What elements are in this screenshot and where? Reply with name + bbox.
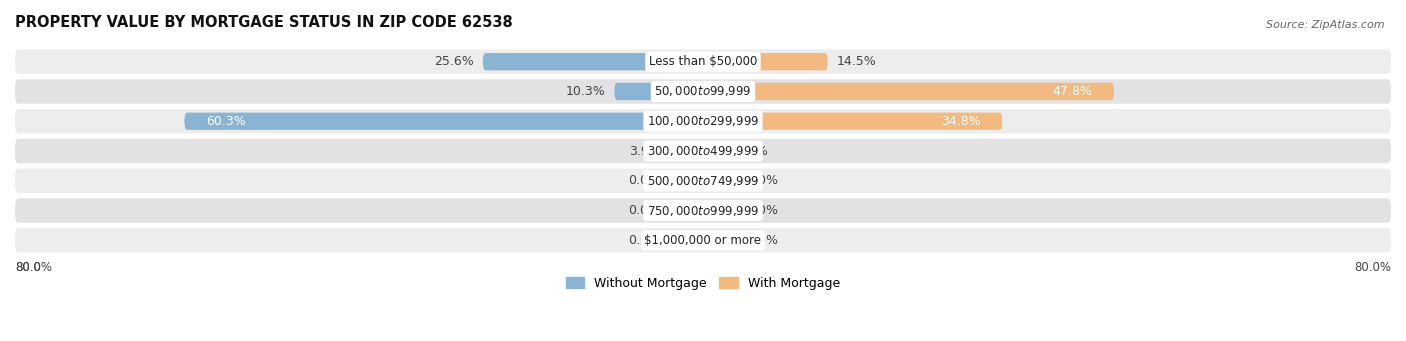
Text: 0.0%: 0.0% bbox=[628, 174, 659, 187]
Text: 14.5%: 14.5% bbox=[837, 55, 876, 68]
FancyBboxPatch shape bbox=[669, 202, 703, 219]
FancyBboxPatch shape bbox=[15, 198, 1391, 223]
FancyBboxPatch shape bbox=[703, 232, 737, 249]
Text: PROPERTY VALUE BY MORTGAGE STATUS IN ZIP CODE 62538: PROPERTY VALUE BY MORTGAGE STATUS IN ZIP… bbox=[15, 15, 513, 30]
FancyBboxPatch shape bbox=[15, 109, 1391, 133]
Text: 25.6%: 25.6% bbox=[434, 55, 474, 68]
FancyBboxPatch shape bbox=[669, 232, 703, 249]
Text: $50,000 to $99,999: $50,000 to $99,999 bbox=[654, 85, 752, 99]
Legend: Without Mortgage, With Mortgage: Without Mortgage, With Mortgage bbox=[561, 271, 845, 295]
FancyBboxPatch shape bbox=[15, 139, 1391, 163]
FancyBboxPatch shape bbox=[614, 83, 703, 100]
Text: $100,000 to $299,999: $100,000 to $299,999 bbox=[647, 114, 759, 128]
FancyBboxPatch shape bbox=[703, 172, 737, 189]
FancyBboxPatch shape bbox=[669, 172, 703, 189]
Text: 0.0%: 0.0% bbox=[628, 204, 659, 217]
FancyBboxPatch shape bbox=[703, 143, 728, 160]
Text: 60.3%: 60.3% bbox=[205, 115, 246, 128]
Text: $1,000,000 or more: $1,000,000 or more bbox=[644, 234, 762, 247]
FancyBboxPatch shape bbox=[703, 113, 1002, 130]
Text: $300,000 to $499,999: $300,000 to $499,999 bbox=[647, 144, 759, 158]
FancyBboxPatch shape bbox=[669, 143, 703, 160]
Text: 0.0%: 0.0% bbox=[747, 204, 778, 217]
FancyBboxPatch shape bbox=[15, 49, 1391, 74]
Text: Source: ZipAtlas.com: Source: ZipAtlas.com bbox=[1267, 20, 1385, 30]
Text: 80.0: 80.0 bbox=[15, 261, 41, 273]
Text: 80.0%: 80.0% bbox=[15, 261, 52, 273]
FancyBboxPatch shape bbox=[703, 83, 1114, 100]
Text: 3.9%: 3.9% bbox=[628, 145, 661, 158]
Text: 80.0%: 80.0% bbox=[1354, 261, 1391, 273]
Text: Less than $50,000: Less than $50,000 bbox=[648, 55, 758, 68]
Text: $750,000 to $999,999: $750,000 to $999,999 bbox=[647, 204, 759, 218]
Text: 0.0%: 0.0% bbox=[747, 234, 778, 247]
FancyBboxPatch shape bbox=[15, 228, 1391, 252]
FancyBboxPatch shape bbox=[482, 53, 703, 70]
FancyBboxPatch shape bbox=[184, 113, 703, 130]
Text: 10.3%: 10.3% bbox=[567, 85, 606, 98]
Text: 0.0%: 0.0% bbox=[628, 234, 659, 247]
Text: 47.8%: 47.8% bbox=[1053, 85, 1092, 98]
Text: 34.8%: 34.8% bbox=[941, 115, 981, 128]
FancyBboxPatch shape bbox=[703, 202, 737, 219]
Text: 0.0%: 0.0% bbox=[747, 174, 778, 187]
FancyBboxPatch shape bbox=[15, 168, 1391, 193]
Text: 2.9%: 2.9% bbox=[737, 145, 768, 158]
Text: $500,000 to $749,999: $500,000 to $749,999 bbox=[647, 174, 759, 188]
FancyBboxPatch shape bbox=[15, 79, 1391, 104]
FancyBboxPatch shape bbox=[703, 53, 828, 70]
